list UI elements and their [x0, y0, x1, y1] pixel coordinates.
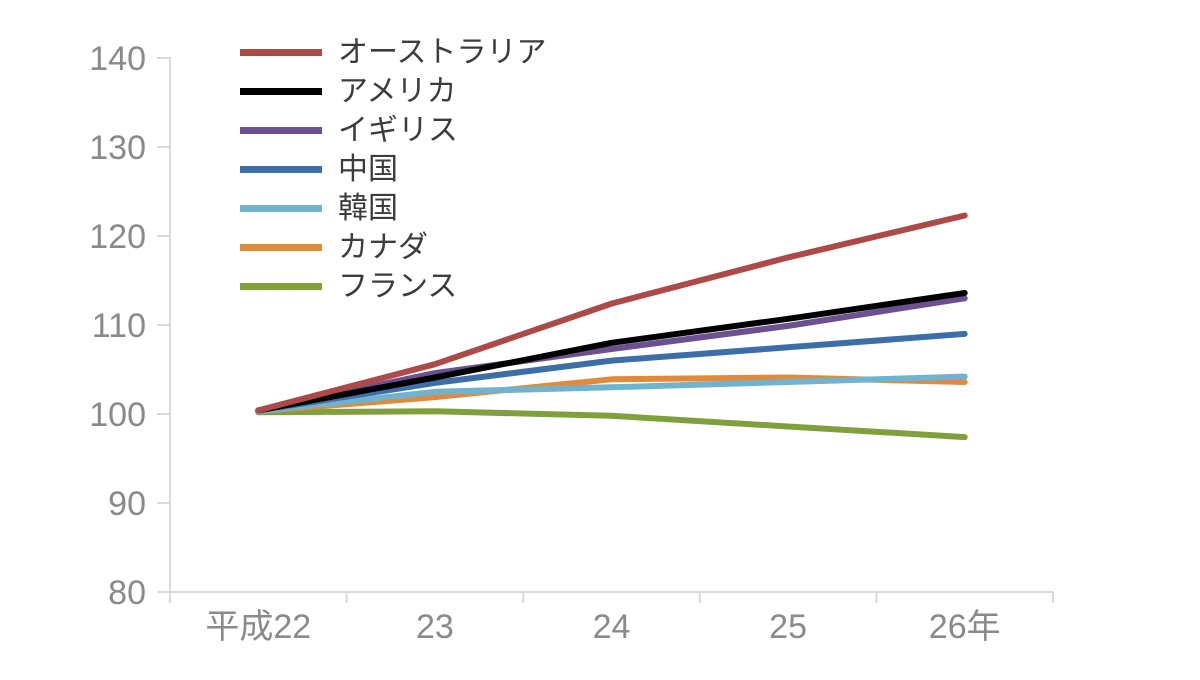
legend-swatch-america	[240, 88, 322, 95]
series-line-china	[255, 330, 968, 414]
series-line-america	[255, 290, 968, 414]
y-axis-label: 120	[89, 218, 146, 256]
legend-swatch-canada	[240, 244, 322, 251]
legend-item-uk: イギリス	[240, 111, 547, 150]
y-axis-label: 80	[108, 574, 146, 612]
legend-swatch-china	[240, 166, 322, 173]
legend-item-australia: オーストラリア	[240, 33, 547, 72]
series-line-australia	[255, 212, 968, 414]
legend-label-korea: 韓国	[338, 191, 398, 225]
x-axis-label: 25	[769, 608, 807, 646]
legend-item-korea: 韓国	[240, 189, 547, 228]
legend-item-canada: カナダ	[240, 228, 547, 267]
legend-swatch-uk	[240, 127, 322, 134]
chart-legend: オーストラリア アメリカイギリス中国韓国カナダフランス	[240, 33, 547, 306]
legend-item-china: 中国	[240, 150, 547, 189]
x-axis-label: 23	[416, 608, 454, 646]
y-axis-label: 130	[89, 129, 146, 167]
x-axis-label: 24	[593, 608, 631, 646]
y-axis-label: 110	[92, 307, 146, 345]
y-axis-label: 90	[108, 485, 146, 523]
legend-item-america: アメリカ	[240, 72, 547, 111]
legend-label-canada: カナダ	[338, 230, 428, 264]
legend-swatch-france	[240, 283, 322, 290]
x-axis-label: 平成22	[205, 608, 311, 646]
y-axis-label: 100	[89, 396, 146, 434]
y-axis-label: 140	[89, 40, 146, 78]
legend-label-america: アメリカ	[338, 74, 457, 108]
legend-label-france: フランス	[338, 269, 458, 303]
legend-swatch-australia	[240, 49, 322, 56]
x-axis-label: 26年	[929, 608, 1001, 646]
legend-label-australia: オーストラリア	[338, 35, 547, 69]
legend-label-china: 中国	[338, 152, 398, 186]
series-line-france	[255, 408, 968, 441]
series-line-korea	[255, 373, 968, 415]
legend-item-france: フランス	[240, 267, 547, 306]
legend-label-uk: イギリス	[338, 113, 458, 147]
legend-swatch-korea	[240, 205, 322, 212]
